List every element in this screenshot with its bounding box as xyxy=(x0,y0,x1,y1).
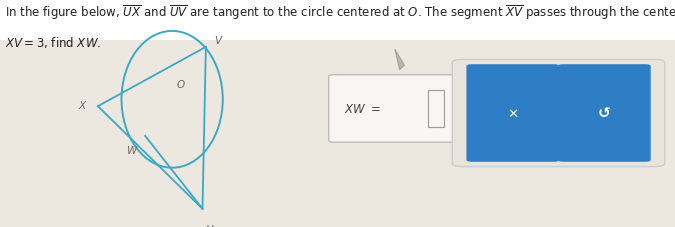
Text: $XV = 3$, find $XW$.: $XV = 3$, find $XW$. xyxy=(5,35,101,50)
Polygon shape xyxy=(395,50,404,70)
Text: $U$: $U$ xyxy=(205,222,214,227)
Text: $W$: $W$ xyxy=(126,143,138,155)
Text: $XW\ =$: $XW\ =$ xyxy=(344,102,381,116)
FancyBboxPatch shape xyxy=(558,65,651,162)
FancyBboxPatch shape xyxy=(466,65,559,162)
FancyBboxPatch shape xyxy=(329,75,458,143)
Text: ↺: ↺ xyxy=(598,106,611,121)
FancyBboxPatch shape xyxy=(452,60,665,167)
Text: $X$: $X$ xyxy=(78,99,88,110)
Text: In the figure below, $\overline{UX}$ and $\overline{UV}$ are tangent to the circ: In the figure below, $\overline{UX}$ and… xyxy=(5,3,675,22)
FancyBboxPatch shape xyxy=(0,41,675,227)
Text: ✕: ✕ xyxy=(508,107,518,120)
FancyBboxPatch shape xyxy=(428,91,444,127)
Text: $O$: $O$ xyxy=(176,78,185,90)
Text: $V$: $V$ xyxy=(214,33,223,45)
